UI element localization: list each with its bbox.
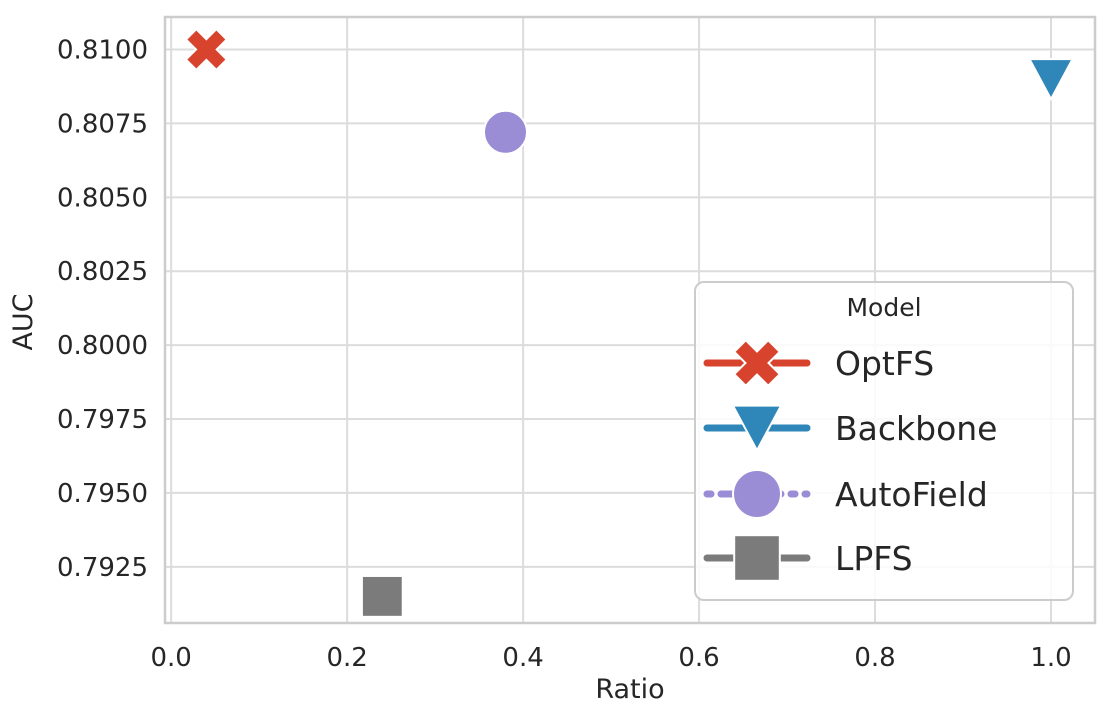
x-tick-label: 1.0	[1030, 643, 1071, 673]
plot-border-rect	[163, 15, 1097, 625]
y-tick-label: 0.7975	[57, 405, 148, 435]
legend-circle-icon	[732, 469, 782, 519]
x-tick-label: 0.8	[854, 643, 895, 673]
legend-x-icon	[732, 338, 782, 388]
y-tick-label: 0.8000	[57, 331, 148, 361]
y-tick-labels: 0.7925 0.7950 0.7975 0.8000 0.8025 0.8050 0.80…	[57, 36, 148, 583]
data-point-autofield	[483, 109, 529, 155]
plot-border	[163, 15, 1097, 625]
y-axis-label: AUC	[8, 293, 39, 350]
legend-item-lpfs: LPFS	[703, 534, 913, 582]
legend-square-icon	[733, 534, 781, 582]
x-tick-label: 0.0	[150, 643, 191, 673]
legend-item-optfs: OptFS	[703, 338, 934, 388]
legend-item-autofield: AutoField	[703, 469, 988, 519]
legend-items: OptFS Backbone AutoField LPFS	[703, 338, 997, 582]
legend-item-label: Backbone	[835, 409, 997, 448]
y-tick-label: 0.8100	[57, 36, 148, 66]
x-tick-label: 0.6	[678, 643, 719, 673]
x-axis-label: Ratio	[595, 674, 664, 705]
legend-item-label: LPFS	[835, 539, 913, 578]
y-tick-label: 0.8050	[57, 183, 148, 213]
data-point-backbone	[1027, 58, 1075, 102]
x-tick-label: 0.4	[502, 643, 543, 673]
legend-item-backbone: Backbone	[703, 404, 997, 453]
legend-item-label: AutoField	[835, 475, 988, 514]
x-tick-label: 0.2	[326, 643, 367, 673]
legend: Model OptFS Backbone AutoField LPFS	[694, 281, 1074, 601]
legend-item-label: OptFS	[835, 344, 934, 383]
data-point-lpfs	[360, 574, 404, 618]
legend-triangle-down-icon	[731, 404, 783, 453]
y-tick-label: 0.7925	[57, 553, 148, 583]
data-point-optfs	[184, 27, 229, 72]
legend-title: Model	[846, 293, 921, 322]
data-points	[184, 27, 1075, 618]
x-tick-labels: 0.0 0.2 0.4 0.6 0.8 1.0	[150, 643, 1071, 673]
y-tick-label: 0.8075	[57, 109, 148, 139]
y-tick-label: 0.7950	[57, 479, 148, 509]
y-tick-label: 0.8025	[57, 257, 148, 287]
